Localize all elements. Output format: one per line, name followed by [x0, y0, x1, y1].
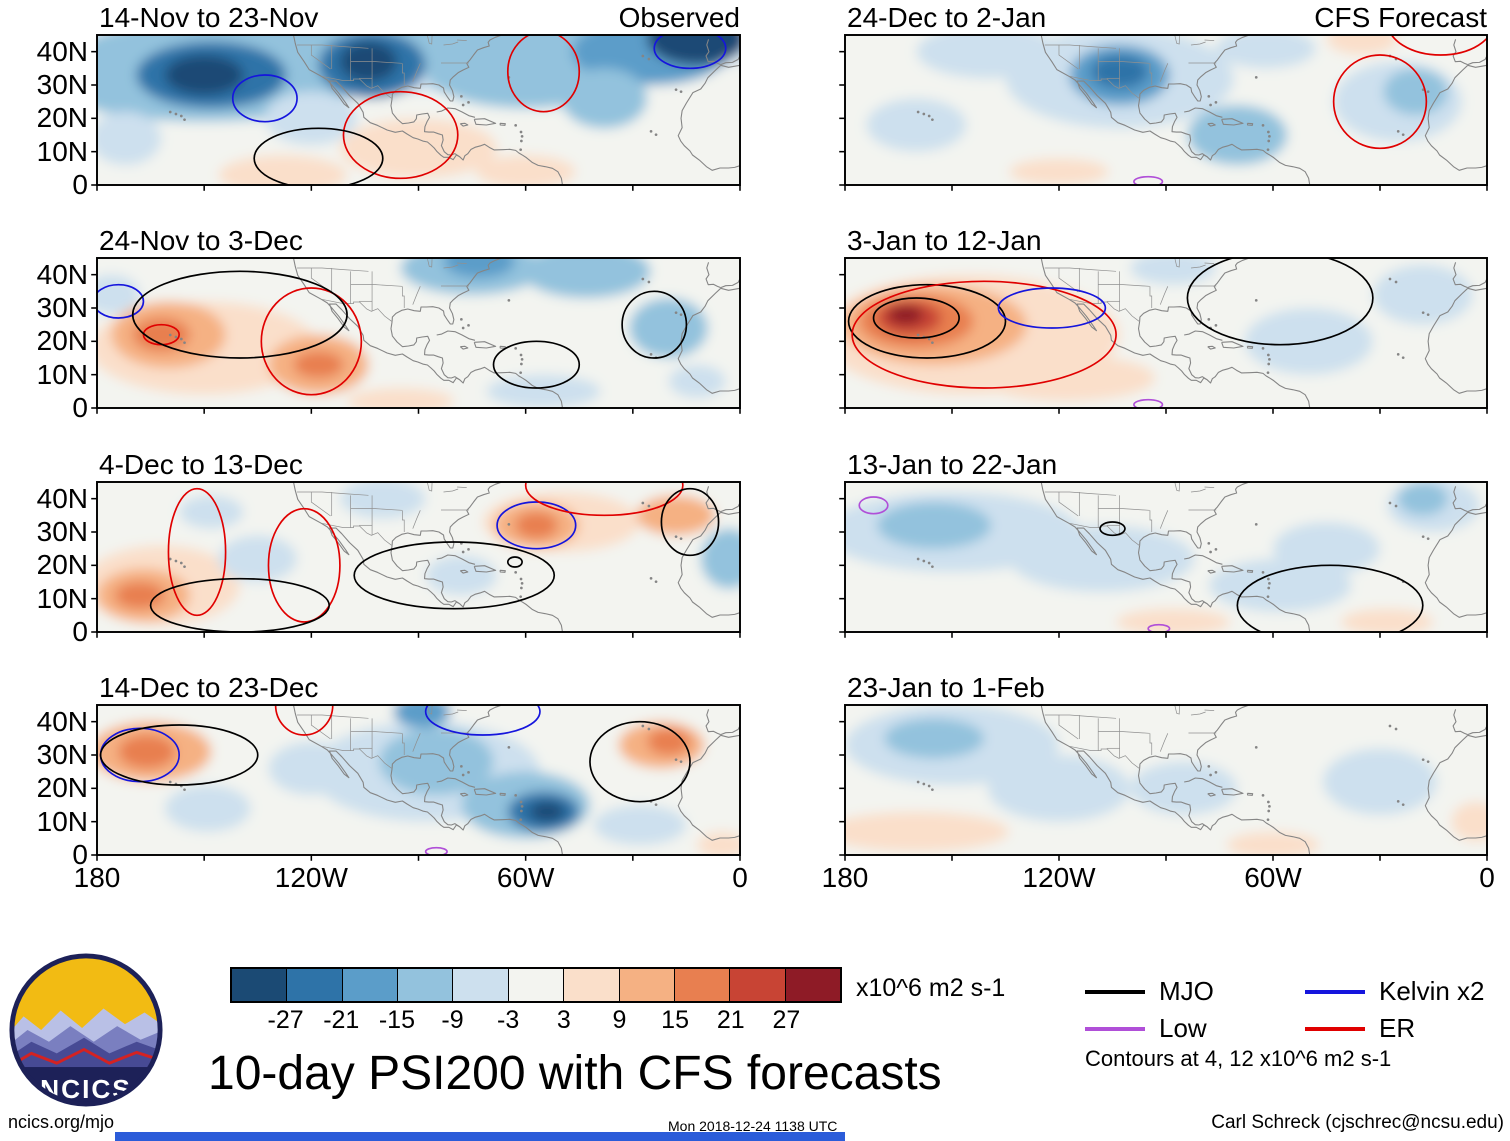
- legend-item-low: Low: [1085, 1013, 1207, 1044]
- colorbar-segment: [673, 969, 730, 1001]
- footer-timestamp: Mon 2018-12-24 1138 UTC: [668, 1118, 838, 1134]
- y-tick-label: 10N: [36, 582, 88, 614]
- y-tick-label: 20N: [36, 772, 88, 804]
- colorbar-segment: [507, 969, 564, 1001]
- legend-line: [1305, 989, 1365, 994]
- colorbar-segment: [563, 969, 619, 1001]
- legend-item-mjo: MJO: [1085, 976, 1214, 1007]
- colorbar-segment: [397, 969, 453, 1001]
- legend-label: MJO: [1159, 976, 1214, 1006]
- colorbar-segment: [341, 969, 398, 1001]
- x-tick-label: 0: [1479, 862, 1495, 893]
- colorbar-tick-label: 15: [661, 1006, 689, 1034]
- contours-note: Contours at 4, 12 x10^6 m2 s-1: [1085, 1046, 1392, 1071]
- y-tick-label: 40N: [36, 705, 88, 737]
- figure-title: 10-day PSI200 with CFS forecasts: [208, 1047, 942, 1100]
- y-tick-label: 30N: [36, 292, 88, 323]
- x-tick-label: 120W: [1022, 862, 1096, 893]
- y-tick-label: 0: [72, 839, 88, 870]
- colorbar: [230, 967, 842, 1003]
- map-panel: [839, 257, 1488, 414]
- y-tick-label: 40N: [36, 482, 88, 514]
- y-tick-label: 10N: [36, 358, 88, 390]
- footer-url: ncics.org/mjo: [8, 1112, 115, 1132]
- panel-title: 24-Dec to 2-Jan: [847, 2, 1047, 33]
- column-header: CFS Forecast: [1314, 2, 1487, 33]
- panel-title: 14-Dec to 23-Dec: [99, 672, 319, 703]
- colorbar-tick-label: 9: [612, 1006, 627, 1034]
- column-header: Observed: [618, 2, 740, 33]
- colorbar-tick-label: -27: [267, 1006, 304, 1034]
- logo-text: NCICS: [40, 1074, 132, 1104]
- colorbar-tick-label: -21: [323, 1006, 360, 1034]
- y-tick-label: 0: [72, 616, 88, 647]
- map-panel: [839, 704, 1488, 861]
- panel-title: 23-Jan to 1-Feb: [847, 672, 1045, 703]
- colorbar-labels: -27 -21 -15 -9 -3 3 9 15 21 27: [230, 1006, 842, 1036]
- panel-title: 4-Dec to 13-Dec: [99, 449, 303, 480]
- x-tick-label: 180: [821, 862, 869, 893]
- y-tick-label: 20N: [36, 102, 88, 134]
- colorbar-segment: [286, 969, 342, 1001]
- y-tick-label: 30N: [36, 516, 88, 547]
- legend: MJO Low Kelvin x2 ER: [1085, 976, 1505, 1054]
- y-tick-label: 30N: [36, 69, 88, 100]
- map-panel: [91, 481, 741, 638]
- y-tick-label: 20N: [36, 325, 88, 357]
- colorbar-tick-label: -15: [378, 1006, 415, 1034]
- panel-title: 3-Jan to 12-Jan: [847, 225, 1042, 256]
- legend-line: [1305, 1026, 1365, 1031]
- legend-line: [1085, 1026, 1145, 1031]
- footer-credit: Carl Schreck (cjschrec@ncsu.edu): [1211, 1112, 1504, 1133]
- map-panel: [91, 704, 741, 861]
- colorbar-segment: [784, 969, 840, 1001]
- colorbar-tick-label: -3: [497, 1006, 520, 1034]
- legend-label: ER: [1379, 1013, 1416, 1043]
- logo-red-line: [11, 1047, 161, 1069]
- y-tick-label: 0: [72, 169, 88, 200]
- x-tick-label: 60W: [1244, 862, 1302, 893]
- x-tick-label: 120W: [274, 862, 348, 893]
- logo-ring: [9, 953, 163, 1107]
- colorbar-segment: [729, 969, 785, 1001]
- legend-line: [1085, 989, 1145, 994]
- map-panel: [91, 34, 741, 191]
- ncics-logo: NCICS: [9, 953, 163, 1107]
- panel-title: 24-Nov to 3-Dec: [99, 225, 303, 256]
- legend-item-kelvin-x2: Kelvin x2: [1305, 976, 1485, 1007]
- y-tick-label: 40N: [36, 35, 88, 67]
- colorbar-tick-label: 27: [772, 1006, 801, 1034]
- y-tick-label: 20N: [36, 549, 88, 581]
- legend-label: Low: [1159, 1013, 1207, 1043]
- x-tick-label: 60W: [496, 862, 555, 893]
- colorbar-segment: [452, 969, 508, 1001]
- y-tick-label: 30N: [36, 739, 88, 770]
- x-tick-label: 0: [732, 862, 748, 893]
- colorbar-tick-label: -9: [441, 1006, 464, 1034]
- y-tick-label: 10N: [36, 135, 88, 167]
- bottom-blue-bar: [115, 1132, 845, 1141]
- panel-title: 13-Jan to 22-Jan: [847, 449, 1058, 480]
- logo-artwork: NCICS: [11, 955, 161, 1105]
- y-tick-label: 0: [72, 392, 88, 423]
- map-panel: [839, 34, 1488, 191]
- colorbar-tick-label: 21: [716, 1006, 745, 1034]
- map-panel: [91, 257, 741, 414]
- panel-title: 14-Nov to 23-Nov: [99, 2, 319, 33]
- legend-item-er: ER: [1305, 1013, 1415, 1044]
- colorbar-segment: [232, 969, 287, 1001]
- x-tick-label: 180: [73, 862, 121, 893]
- colorbar-segment: [618, 969, 674, 1001]
- colorbar-tick-label: 3: [556, 1006, 571, 1034]
- y-tick-label: 40N: [36, 258, 88, 290]
- legend-label: Kelvin x2: [1379, 976, 1485, 1006]
- y-tick-label: 10N: [36, 805, 88, 837]
- colorbar-units: x10^6 m2 s-1: [856, 974, 1006, 1002]
- map-panel: [839, 481, 1488, 638]
